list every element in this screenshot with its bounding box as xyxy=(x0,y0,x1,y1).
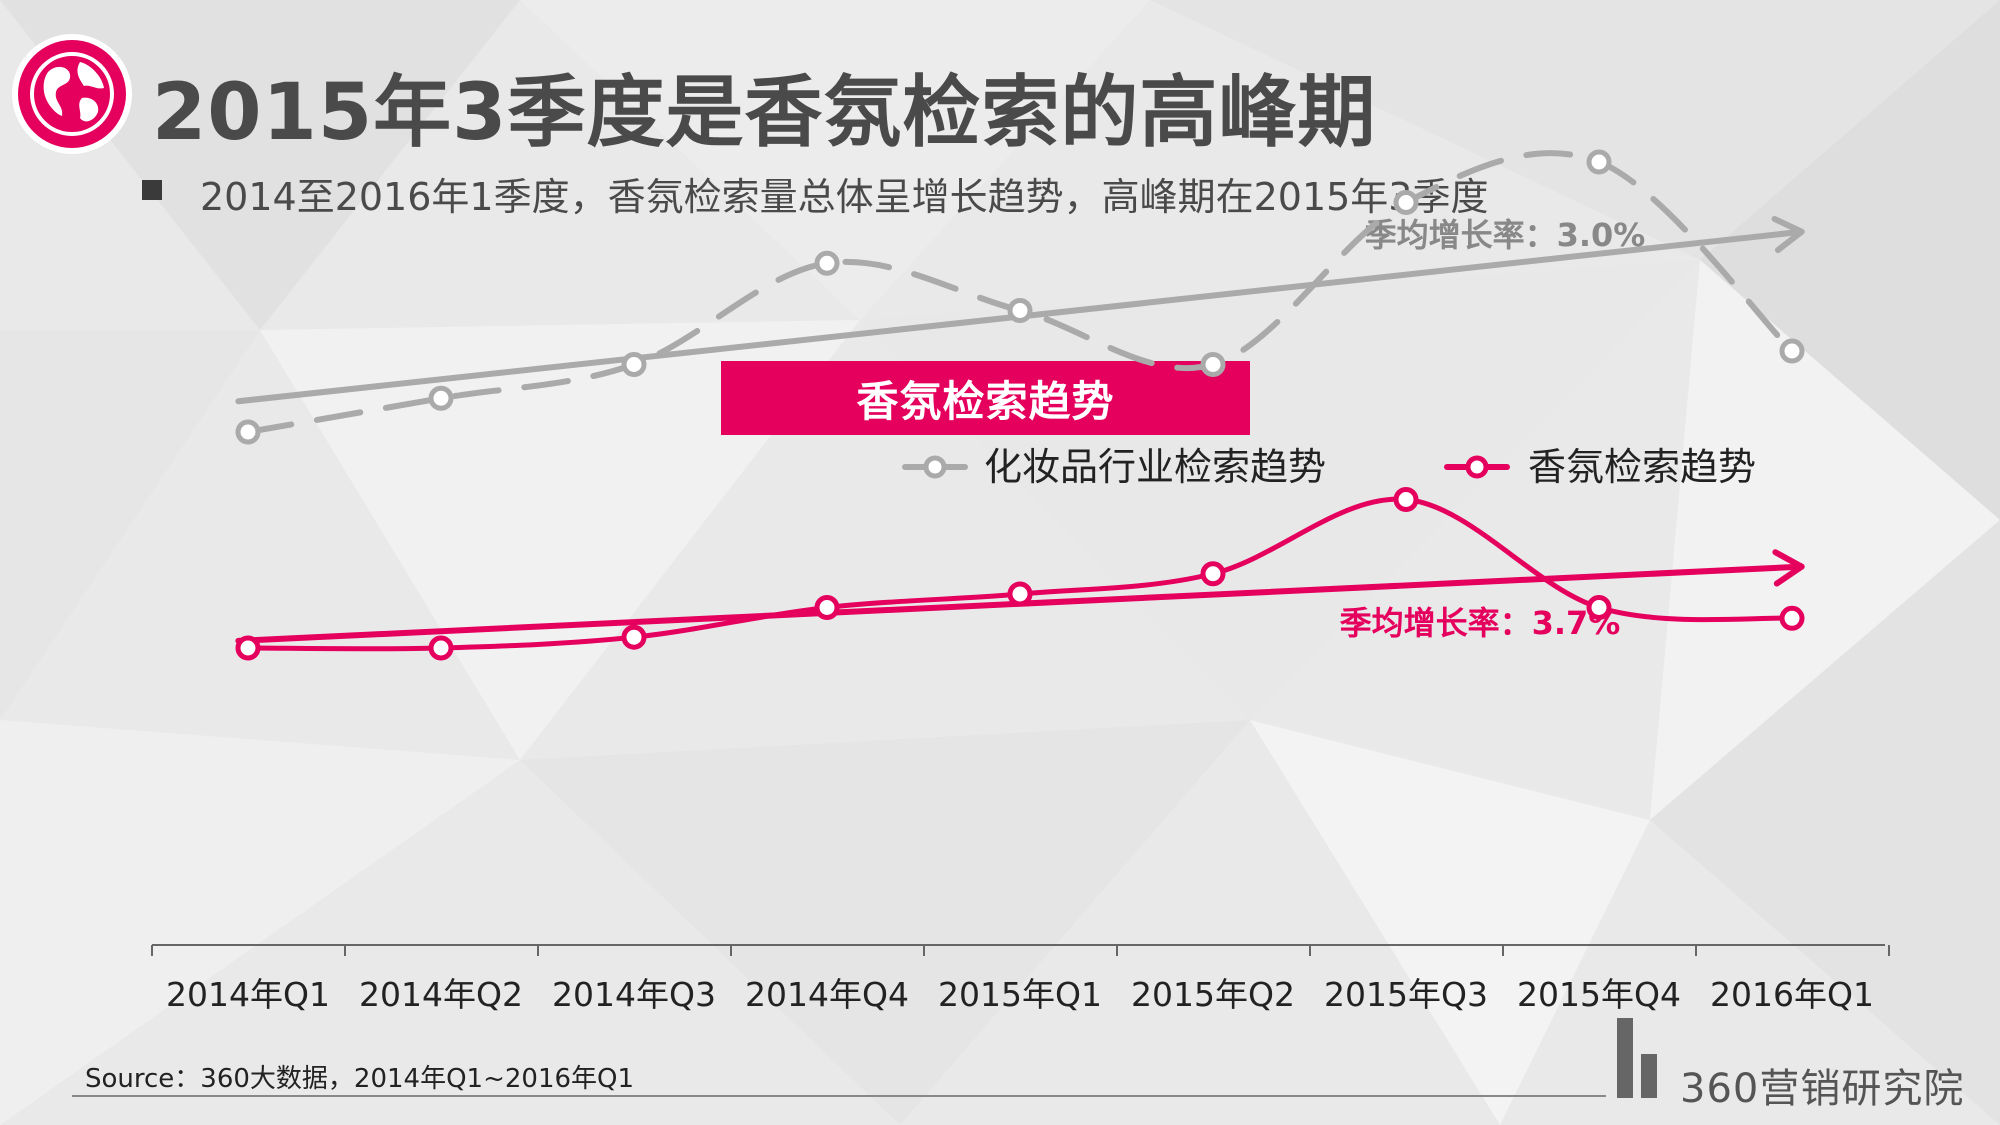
x-tick-label: 2014年Q1 xyxy=(166,975,330,1014)
globe-icon xyxy=(10,32,134,156)
x-tick-label: 2016年Q1 xyxy=(1710,975,1874,1014)
cosmetics-legend-marker xyxy=(923,455,947,479)
x-tick-label: 2015年Q2 xyxy=(1131,975,1295,1014)
cosmetics-series-line xyxy=(245,150,1795,435)
brand-name: 360营销研究院 xyxy=(1680,1066,1965,1112)
chart-title: 香氛检索趋势 xyxy=(721,361,1250,435)
x-tick-label: 2015年Q1 xyxy=(938,975,1102,1014)
cosmetics-legend-label: 化妆品行业检索趋势 xyxy=(984,445,1326,489)
cosmetics-data-point xyxy=(1200,352,1226,377)
source-note: Source：360大数据，2014年Q1~2016年Q1 xyxy=(85,1064,635,1094)
x-tick-label: 2015年Q4 xyxy=(1517,975,1681,1014)
cosmetics-data-point xyxy=(428,385,454,411)
fragrance-data-point xyxy=(1779,605,1805,631)
cosmetics-data-point xyxy=(1007,298,1033,323)
fragrance-trend-arrow-icon xyxy=(1772,549,1805,587)
x-tick-label: 2014年Q4 xyxy=(745,975,909,1014)
x-tick-label: 2014年Q2 xyxy=(359,975,523,1014)
fragrance-legend-marker xyxy=(1465,455,1489,479)
bullet-square-icon xyxy=(142,180,162,200)
cosmetics-data-point xyxy=(621,352,647,377)
fragrance-data-point xyxy=(235,635,261,661)
footer-divider xyxy=(72,1095,1606,1097)
page-subtitle: 2014至2016年1季度，香氛检索量总体呈增长趋势，高峰期在2015年3季度 xyxy=(200,175,1489,219)
cosmetics-data-point xyxy=(235,419,261,445)
cosmetics-data-point xyxy=(1586,149,1612,175)
cosmetics-data-point xyxy=(814,250,840,276)
fragrance-data-point xyxy=(1007,581,1033,607)
fragrance-data-point xyxy=(1586,595,1612,620)
fragrance-data-point xyxy=(1200,561,1226,587)
cosmetics-data-point xyxy=(1779,338,1805,364)
cosmetics-data-point xyxy=(1393,190,1419,215)
fragrance-series-line xyxy=(245,496,1795,652)
fragrance-data-point xyxy=(814,595,840,620)
fragrance-legend-label: 香氛检索趋势 xyxy=(1528,445,1756,489)
x-tick-label: 2015年Q3 xyxy=(1324,975,1488,1014)
cosmetics-trend-arrow-icon xyxy=(1771,215,1805,254)
fragrance-data-point xyxy=(621,624,647,650)
fragrance-data-point xyxy=(428,635,454,661)
fragrance-data-point xyxy=(1393,487,1419,512)
fragrance-growth-label: 季均增长率：3.7% xyxy=(1340,604,1621,642)
page-title: 2015年3季度是香氛检索的高峰期 xyxy=(152,68,1377,158)
brand-logo-icon xyxy=(1617,1018,1661,1098)
cosmetics-growth-label: 季均增长率：3.0% xyxy=(1365,216,1646,254)
x-tick-label: 2014年Q3 xyxy=(552,975,716,1014)
